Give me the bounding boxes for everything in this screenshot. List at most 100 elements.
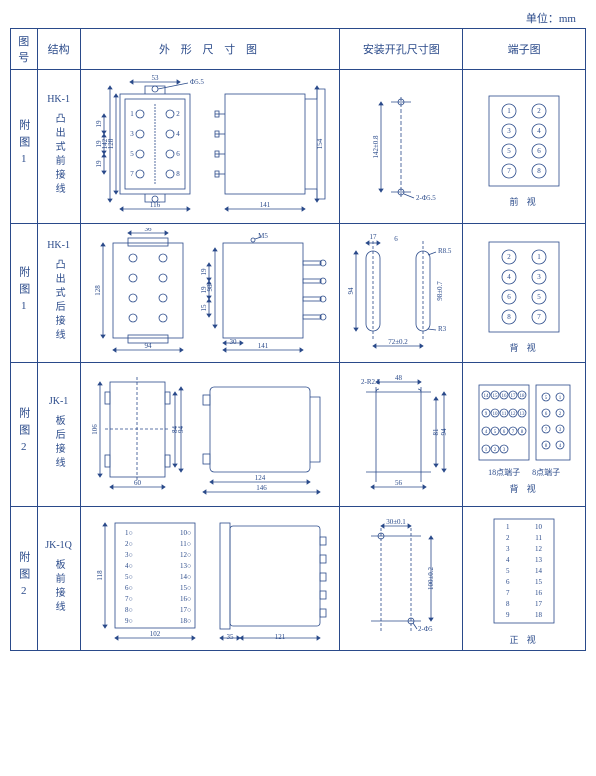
svg-text:106: 106 [91, 424, 99, 435]
svg-text:17○: 17○ [180, 606, 191, 614]
svg-text:5: 5 [506, 567, 510, 575]
svg-text:2○: 2○ [125, 540, 133, 548]
outline-cell: 106849460124146 [80, 363, 340, 507]
svg-text:11○: 11○ [180, 540, 191, 548]
svg-text:12: 12 [511, 412, 517, 417]
svg-text:Φ5.5: Φ5.5 [190, 78, 204, 86]
svg-text:3○: 3○ [125, 551, 133, 559]
svg-text:15: 15 [493, 394, 499, 399]
svg-text:154: 154 [316, 138, 324, 149]
svg-text:6: 6 [537, 147, 541, 155]
svg-text:12○: 12○ [180, 551, 191, 559]
svg-text:1: 1 [559, 396, 562, 401]
svg-text:13: 13 [520, 412, 526, 417]
svg-text:5: 5 [494, 430, 497, 435]
svg-text:2-Φ5.5: 2-Φ5.5 [416, 194, 436, 202]
svg-text:35: 35 [227, 633, 235, 641]
svg-text:15: 15 [200, 304, 208, 312]
svg-text:30±0.1: 30±0.1 [387, 518, 407, 526]
struct-cell: JK-1Q板前接线 [37, 507, 80, 651]
svg-text:6: 6 [506, 578, 510, 586]
table-row: 附图2JK-1Q板前接线1○2○3○4○5○6○7○8○9○10○11○12○1… [11, 507, 586, 651]
spec-table: 图号 结构 外 形 尺 寸 图 安装开孔尺寸图 端子图 附图1HK-1凸出式前接… [10, 28, 586, 651]
svg-text:17: 17 [511, 394, 517, 399]
svg-text:60: 60 [134, 479, 142, 487]
svg-text:11: 11 [502, 412, 507, 417]
struct-cell: HK-1凸出式后接线 [37, 224, 80, 363]
col-outline: 外 形 尺 寸 图 [80, 29, 340, 70]
svg-text:72±0.2: 72±0.2 [389, 338, 409, 346]
svg-text:11: 11 [535, 534, 542, 542]
table-row: 附图1HK-1凸出式后接线3612894M5981919151413094R8.… [11, 224, 586, 363]
svg-text:6: 6 [503, 430, 506, 435]
svg-text:3: 3 [537, 273, 541, 281]
svg-text:118: 118 [96, 570, 104, 581]
svg-text:2: 2 [176, 110, 180, 118]
svg-text:30: 30 [229, 338, 237, 346]
svg-text:13○: 13○ [180, 562, 191, 570]
svg-text:5: 5 [537, 293, 541, 301]
svg-text:53: 53 [152, 74, 160, 82]
svg-text:6○: 6○ [125, 584, 133, 592]
svg-text:1: 1 [485, 448, 488, 453]
svg-text:9: 9 [485, 412, 488, 417]
col-struct: 结构 [37, 29, 80, 70]
svg-text:19: 19 [95, 160, 103, 168]
svg-text:142±0.8: 142±0.8 [372, 134, 380, 158]
svg-text:14○: 14○ [180, 573, 191, 581]
svg-text:128: 128 [94, 285, 102, 296]
svg-text:141: 141 [260, 201, 271, 209]
term-cell: 12345678前 视 [463, 70, 586, 224]
svg-text:1: 1 [537, 253, 541, 261]
svg-text:10: 10 [535, 523, 543, 531]
svg-text:5○: 5○ [125, 573, 133, 581]
svg-text:R8.5: R8.5 [438, 247, 452, 255]
svg-text:18: 18 [520, 394, 526, 399]
svg-text:8○: 8○ [125, 606, 133, 614]
svg-text:7: 7 [512, 430, 515, 435]
term-cell: 21436587背 视 [463, 224, 586, 363]
svg-text:18○: 18○ [180, 617, 191, 625]
svg-text:8: 8 [176, 170, 180, 178]
svg-text:4○: 4○ [125, 562, 133, 570]
outline-cell: 1234567853Φ5.5142128191919116154141 [80, 70, 340, 224]
svg-text:5: 5 [130, 150, 134, 158]
svg-text:36: 36 [144, 228, 152, 233]
svg-text:8: 8 [507, 313, 511, 321]
svg-text:2: 2 [537, 107, 541, 115]
svg-text:7: 7 [545, 428, 548, 433]
figno-cell: 附图1 [11, 224, 38, 363]
svg-text:3: 3 [503, 448, 506, 453]
svg-text:4: 4 [507, 273, 511, 281]
svg-text:7: 7 [537, 313, 541, 321]
mount-cell: 30±0.1 100±0.2 2-Φ5 [340, 507, 463, 651]
svg-text:1○: 1○ [125, 529, 133, 537]
svg-text:R3: R3 [438, 325, 447, 333]
svg-text:121: 121 [275, 633, 286, 641]
svg-text:4: 4 [485, 430, 488, 435]
svg-text:56: 56 [395, 479, 403, 487]
svg-text:10○: 10○ [180, 529, 191, 537]
svg-text:81: 81 [432, 428, 440, 436]
svg-text:18: 18 [535, 611, 543, 619]
svg-text:2: 2 [506, 534, 510, 542]
svg-text:19: 19 [95, 140, 103, 148]
svg-text:98±0.7: 98±0.7 [436, 280, 444, 300]
svg-text:2-Φ5: 2-Φ5 [418, 625, 433, 633]
svg-text:14: 14 [535, 567, 543, 575]
svg-text:2: 2 [494, 448, 497, 453]
svg-text:3: 3 [559, 428, 562, 433]
svg-text:4: 4 [537, 127, 541, 135]
term-cell: 1415161718910111213456781235162738418点端子… [463, 363, 586, 507]
svg-text:94: 94 [144, 342, 152, 350]
svg-text:100±0.2: 100±0.2 [427, 566, 435, 590]
svg-text:17: 17 [370, 233, 378, 241]
outline-cell: 3612894M59819191514130 [80, 224, 340, 363]
svg-text:8: 8 [545, 444, 548, 449]
svg-text:15: 15 [535, 578, 543, 586]
svg-text:146: 146 [256, 484, 267, 492]
svg-text:6: 6 [176, 150, 180, 158]
svg-text:16○: 16○ [180, 595, 191, 603]
svg-text:6: 6 [545, 412, 548, 417]
svg-text:8: 8 [537, 167, 541, 175]
